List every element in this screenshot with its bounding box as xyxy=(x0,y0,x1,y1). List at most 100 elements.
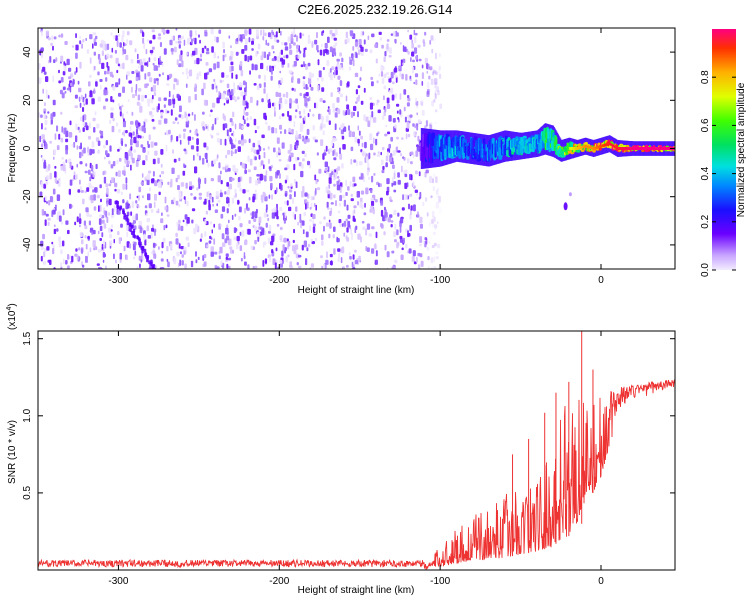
noise-speck xyxy=(67,265,70,269)
noise-speck xyxy=(391,266,395,269)
noise-speck xyxy=(402,58,406,63)
noise-speck xyxy=(430,35,434,41)
noise-speck xyxy=(84,235,87,239)
noise-speck xyxy=(129,205,131,209)
noise-speck xyxy=(209,133,212,137)
noise-speck xyxy=(364,202,366,208)
noise-speck xyxy=(76,145,79,150)
noise-speck xyxy=(435,86,439,92)
noise-speck xyxy=(435,109,438,113)
noise-speck xyxy=(60,249,63,255)
noise-speck xyxy=(178,114,182,118)
noise-speck xyxy=(275,127,278,134)
noise-speck xyxy=(223,102,226,106)
noise-speck xyxy=(346,104,350,110)
noise-speck xyxy=(195,251,197,257)
noise-speck xyxy=(432,216,436,223)
noise-speck xyxy=(216,97,220,104)
noise-speck xyxy=(388,115,392,122)
track-core xyxy=(618,147,620,150)
track-blob xyxy=(555,136,558,146)
noise-speck xyxy=(312,125,315,131)
noise-speck xyxy=(103,223,107,229)
noise-speck xyxy=(303,61,305,66)
noise-speck xyxy=(45,76,49,82)
noise-speck xyxy=(192,37,195,42)
noise-speck xyxy=(257,43,261,50)
noise-speck xyxy=(130,86,133,93)
track-outlier xyxy=(563,202,568,211)
noise-speck xyxy=(220,213,224,219)
noise-speck xyxy=(79,232,83,237)
noise-speck xyxy=(101,232,104,238)
track-core xyxy=(646,147,648,150)
noise-speck xyxy=(432,210,435,218)
noise-speck xyxy=(203,99,207,106)
track-core xyxy=(621,147,623,150)
noise-speck xyxy=(122,199,125,204)
noise-speck xyxy=(228,88,230,93)
noise-speck xyxy=(304,115,306,121)
noise-speck xyxy=(208,199,211,205)
noise-speck xyxy=(49,140,52,144)
noise-speck xyxy=(223,49,225,54)
noise-speck xyxy=(184,263,187,269)
noise-speck xyxy=(214,35,217,42)
noise-speck xyxy=(360,135,363,140)
noise-speck xyxy=(54,165,57,169)
noise-speck xyxy=(249,96,253,103)
noise-speck xyxy=(324,48,328,54)
noise-speck xyxy=(38,63,41,70)
noise-speck xyxy=(220,189,222,193)
noise-speck xyxy=(293,121,296,128)
noise-speck xyxy=(244,38,248,45)
track-core xyxy=(667,147,669,150)
noise-speck xyxy=(149,187,152,192)
noise-speck xyxy=(126,111,128,114)
noise-speck xyxy=(194,130,197,136)
noise-speck xyxy=(335,69,338,75)
noise-speck xyxy=(405,170,408,174)
noise-speck xyxy=(411,256,415,262)
noise-speck xyxy=(402,237,405,244)
noise-speck xyxy=(246,207,250,211)
noise-speck xyxy=(88,214,92,218)
noise-speck xyxy=(397,172,400,178)
noise-speck xyxy=(209,194,212,200)
noise-speck xyxy=(336,58,340,62)
noise-speck xyxy=(158,191,161,196)
noise-speck xyxy=(305,135,309,139)
noise-speck xyxy=(329,210,332,216)
noise-speck xyxy=(244,87,247,93)
noise-speck xyxy=(404,194,408,200)
noise-speck xyxy=(203,82,206,90)
noise-speck xyxy=(305,47,307,51)
noise-speck xyxy=(268,224,272,232)
noise-speck xyxy=(293,178,296,184)
noise-speck xyxy=(100,39,104,45)
noise-speck xyxy=(268,158,270,164)
noise-speck xyxy=(305,92,309,97)
noise-speck xyxy=(85,37,87,41)
noise-speck xyxy=(408,248,412,254)
noise-speck xyxy=(411,51,415,57)
noise-speck xyxy=(154,180,158,187)
noise-speck xyxy=(270,241,274,246)
noise-speck xyxy=(305,231,309,238)
noise-speck xyxy=(146,61,149,67)
noise-speck xyxy=(419,191,422,199)
noise-speck xyxy=(125,54,129,61)
noise-speck xyxy=(384,206,386,211)
noise-speck xyxy=(254,64,258,71)
noise-speck xyxy=(138,194,140,201)
noise-speck xyxy=(288,127,291,133)
noise-speck xyxy=(53,59,56,64)
noise-speck xyxy=(191,38,193,44)
noise-speck xyxy=(335,200,337,207)
noise-speck xyxy=(131,111,134,116)
noise-speck xyxy=(143,120,146,128)
noise-speck xyxy=(392,177,394,184)
noise-speck xyxy=(220,223,222,227)
noise-speck xyxy=(428,75,431,80)
track-core xyxy=(619,147,621,150)
